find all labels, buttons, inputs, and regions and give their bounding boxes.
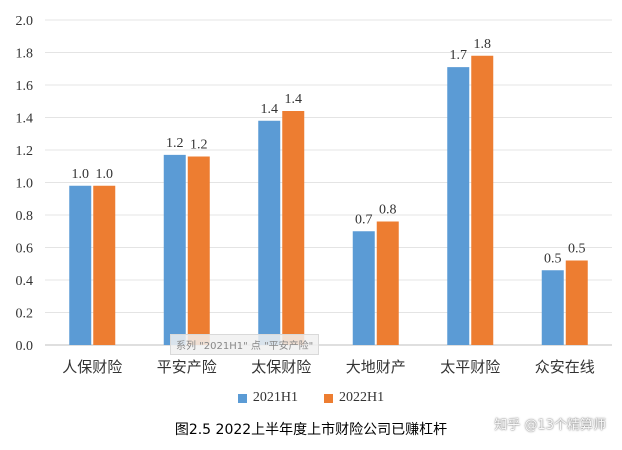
x-category-label: 平安产险: [157, 358, 217, 376]
data-label: 1.2: [190, 138, 208, 153]
bar-2022h1: [93, 185, 116, 345]
grid-lines: [45, 19, 612, 346]
data-label: 0.8: [379, 203, 397, 218]
y-tick-label: 0.8: [16, 209, 34, 224]
y-tick-label: 0.4: [16, 274, 34, 289]
y-tick-label: 1.8: [16, 47, 34, 62]
bar-2022h1: [565, 260, 588, 345]
data-label: 0.5: [544, 251, 562, 266]
bars: [69, 55, 588, 345]
bar-2022h1: [282, 111, 305, 345]
x-category-label: 人保财险: [62, 358, 122, 376]
credit-watermark: 知乎 @13个精算师: [494, 418, 606, 433]
bar-2021h1: [541, 270, 564, 345]
y-tick-label: 1.6: [16, 79, 34, 94]
y-axis-tick-labels: 0.0 0.2 0.4 0.6 0.8 1.0 1.2 1.4 1.6 1.8 2.0: [16, 14, 34, 354]
data-label: 1.7: [450, 48, 468, 63]
data-label: 1.4: [261, 102, 279, 117]
data-label: 0.7: [355, 212, 373, 227]
x-category-label: 众安在线: [535, 358, 595, 376]
y-tick-label: 1.4: [16, 112, 34, 127]
y-tick-label: 0.6: [16, 242, 34, 257]
legend: 2021H1 2022H1: [0, 386, 622, 410]
x-category-label: 大地财产: [346, 358, 406, 376]
data-point-tooltip: 系列 "2021H1" 点 "平安产险": [170, 334, 320, 355]
data-label: 1.4: [285, 92, 303, 107]
bar-2022h1: [471, 55, 494, 345]
data-labels: 1.0 1.0 1.2 1.2 1.4 1.4 0.7 0.8 1.7 1.8 0.5 0.5: [72, 37, 586, 267]
y-tick-label: 0.2: [16, 307, 34, 322]
data-label: 0.5: [568, 242, 586, 257]
legend-swatch-2021h1: [237, 393, 247, 403]
bar-2021h1: [163, 154, 186, 345]
data-label: 1.0: [72, 167, 90, 182]
data-label: 1.8: [474, 37, 492, 52]
bar-2021h1: [352, 231, 375, 345]
bar-2022h1: [376, 221, 399, 345]
x-axis-category-labels: 人保财险 平安产险 太保财险 大地财产 太平财险 众安在线: [62, 358, 595, 376]
y-tick-label: 1.0: [16, 177, 34, 192]
x-category-label: 太保财险: [251, 358, 311, 376]
legend-item-2021h1: 2021H1: [237, 390, 298, 406]
legend-label-2021h1: 2021H1: [252, 390, 298, 405]
x-category-label: 太平财险: [440, 358, 500, 376]
y-tick-label: 0.0: [16, 339, 34, 354]
figure-caption: 图2.5 2022上半年度上市财险公司已赚杠杆: [174, 422, 448, 438]
legend-swatch-2022h1: [324, 393, 333, 403]
bar-2021h1: [258, 120, 281, 345]
bar-2022h1: [187, 156, 210, 345]
legend-item-2022h1: 2022H1: [324, 390, 384, 406]
bar-2021h1: [69, 185, 92, 345]
bar-chart: 0.00.20.40.60.81.01.21.41.61.82.0 1.0 1.0…: [16, 14, 612, 376]
y-tick-label: 1.2: [16, 144, 34, 159]
y-tick-label: 2.0: [16, 14, 34, 29]
bar-2021h1: [447, 67, 470, 345]
data-label: 1.2: [166, 136, 184, 151]
data-label: 1.0: [96, 167, 114, 182]
legend-label-2022h1: 2022H1: [339, 390, 385, 405]
